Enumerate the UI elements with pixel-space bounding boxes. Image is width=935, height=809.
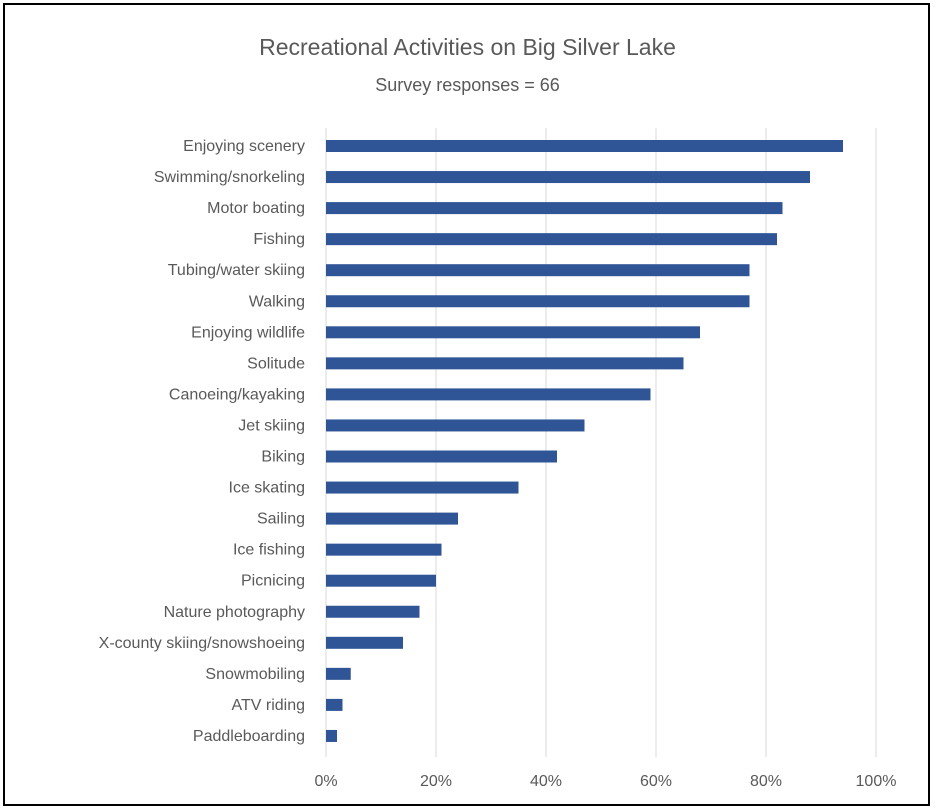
bar bbox=[326, 512, 458, 525]
category-label: Sailing bbox=[257, 511, 305, 528]
bar bbox=[326, 729, 337, 742]
category-label: Enjoying wildlife bbox=[191, 324, 305, 341]
bar bbox=[326, 636, 403, 649]
chart-title: Recreational Activities on Big Silver La… bbox=[259, 34, 676, 60]
category-label: Ice fishing bbox=[233, 542, 305, 559]
category-labels: Enjoying scenery Swimming/snorkeling Motor… bbox=[99, 138, 305, 745]
category-label: Solitude bbox=[247, 355, 305, 372]
chart-subtitle: Survey responses = 66 bbox=[375, 75, 560, 95]
category-label: Canoeing/kayaking bbox=[169, 386, 305, 403]
bar bbox=[326, 667, 351, 680]
category-label: Paddleboarding bbox=[193, 728, 305, 745]
bar bbox=[326, 450, 557, 463]
bar bbox=[326, 543, 442, 556]
x-tick-label: 40% bbox=[530, 773, 562, 790]
bar bbox=[326, 605, 420, 618]
category-label: Ice skating bbox=[229, 480, 305, 497]
bar bbox=[326, 171, 810, 184]
chart-frame bbox=[3, 3, 930, 806]
category-label: Enjoying scenery bbox=[183, 138, 305, 155]
category-label: X-county skiing/snowshoeing bbox=[99, 635, 305, 652]
x-tick-label: 20% bbox=[420, 773, 452, 790]
category-label: Snowmobiling bbox=[205, 666, 305, 683]
gridlines bbox=[325, 128, 877, 757]
bars bbox=[326, 140, 843, 742]
category-label: Nature photography bbox=[164, 604, 305, 621]
category-label: Picnicing bbox=[241, 573, 305, 590]
bar bbox=[326, 481, 519, 494]
bar bbox=[326, 140, 843, 152]
category-label: Motor boating bbox=[207, 200, 305, 217]
bar bbox=[326, 388, 651, 401]
bar bbox=[326, 264, 750, 277]
x-tick-label: 0% bbox=[314, 773, 337, 790]
category-label: Tubing/water skiing bbox=[168, 262, 305, 279]
category-label: Swimming/snorkeling bbox=[154, 169, 305, 186]
x-tick-label: 80% bbox=[750, 773, 782, 790]
bar bbox=[326, 419, 585, 432]
x-tick-label: 100% bbox=[856, 773, 897, 790]
bar bbox=[326, 295, 750, 308]
bar bbox=[326, 326, 700, 339]
category-label: Walking bbox=[249, 293, 305, 310]
x-tick-label: 60% bbox=[640, 773, 672, 790]
bar bbox=[326, 233, 777, 246]
bar bbox=[326, 202, 783, 215]
x-axis-tick-labels: 0% 20% 40% 60% 80% 100% bbox=[314, 773, 896, 790]
bar bbox=[326, 698, 343, 711]
bar bbox=[326, 574, 436, 587]
category-label: ATV riding bbox=[231, 697, 305, 714]
category-label: Biking bbox=[261, 449, 305, 466]
bar bbox=[326, 357, 684, 370]
category-label: Fishing bbox=[253, 231, 305, 248]
category-label: Jet skiing bbox=[238, 417, 305, 434]
